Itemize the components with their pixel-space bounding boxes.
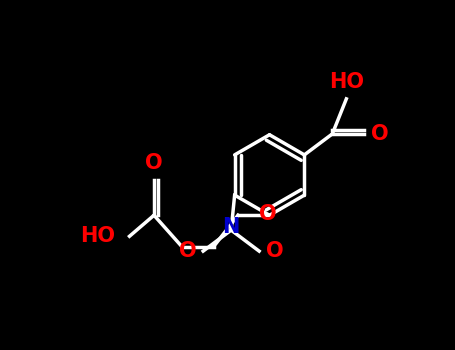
Text: O: O xyxy=(259,203,277,224)
Text: O: O xyxy=(371,124,389,144)
Text: N: N xyxy=(222,217,240,237)
Text: O: O xyxy=(178,241,196,261)
Text: O: O xyxy=(145,153,163,173)
Text: O: O xyxy=(266,241,284,261)
Text: HO: HO xyxy=(81,226,116,246)
Text: HO: HO xyxy=(329,72,364,92)
